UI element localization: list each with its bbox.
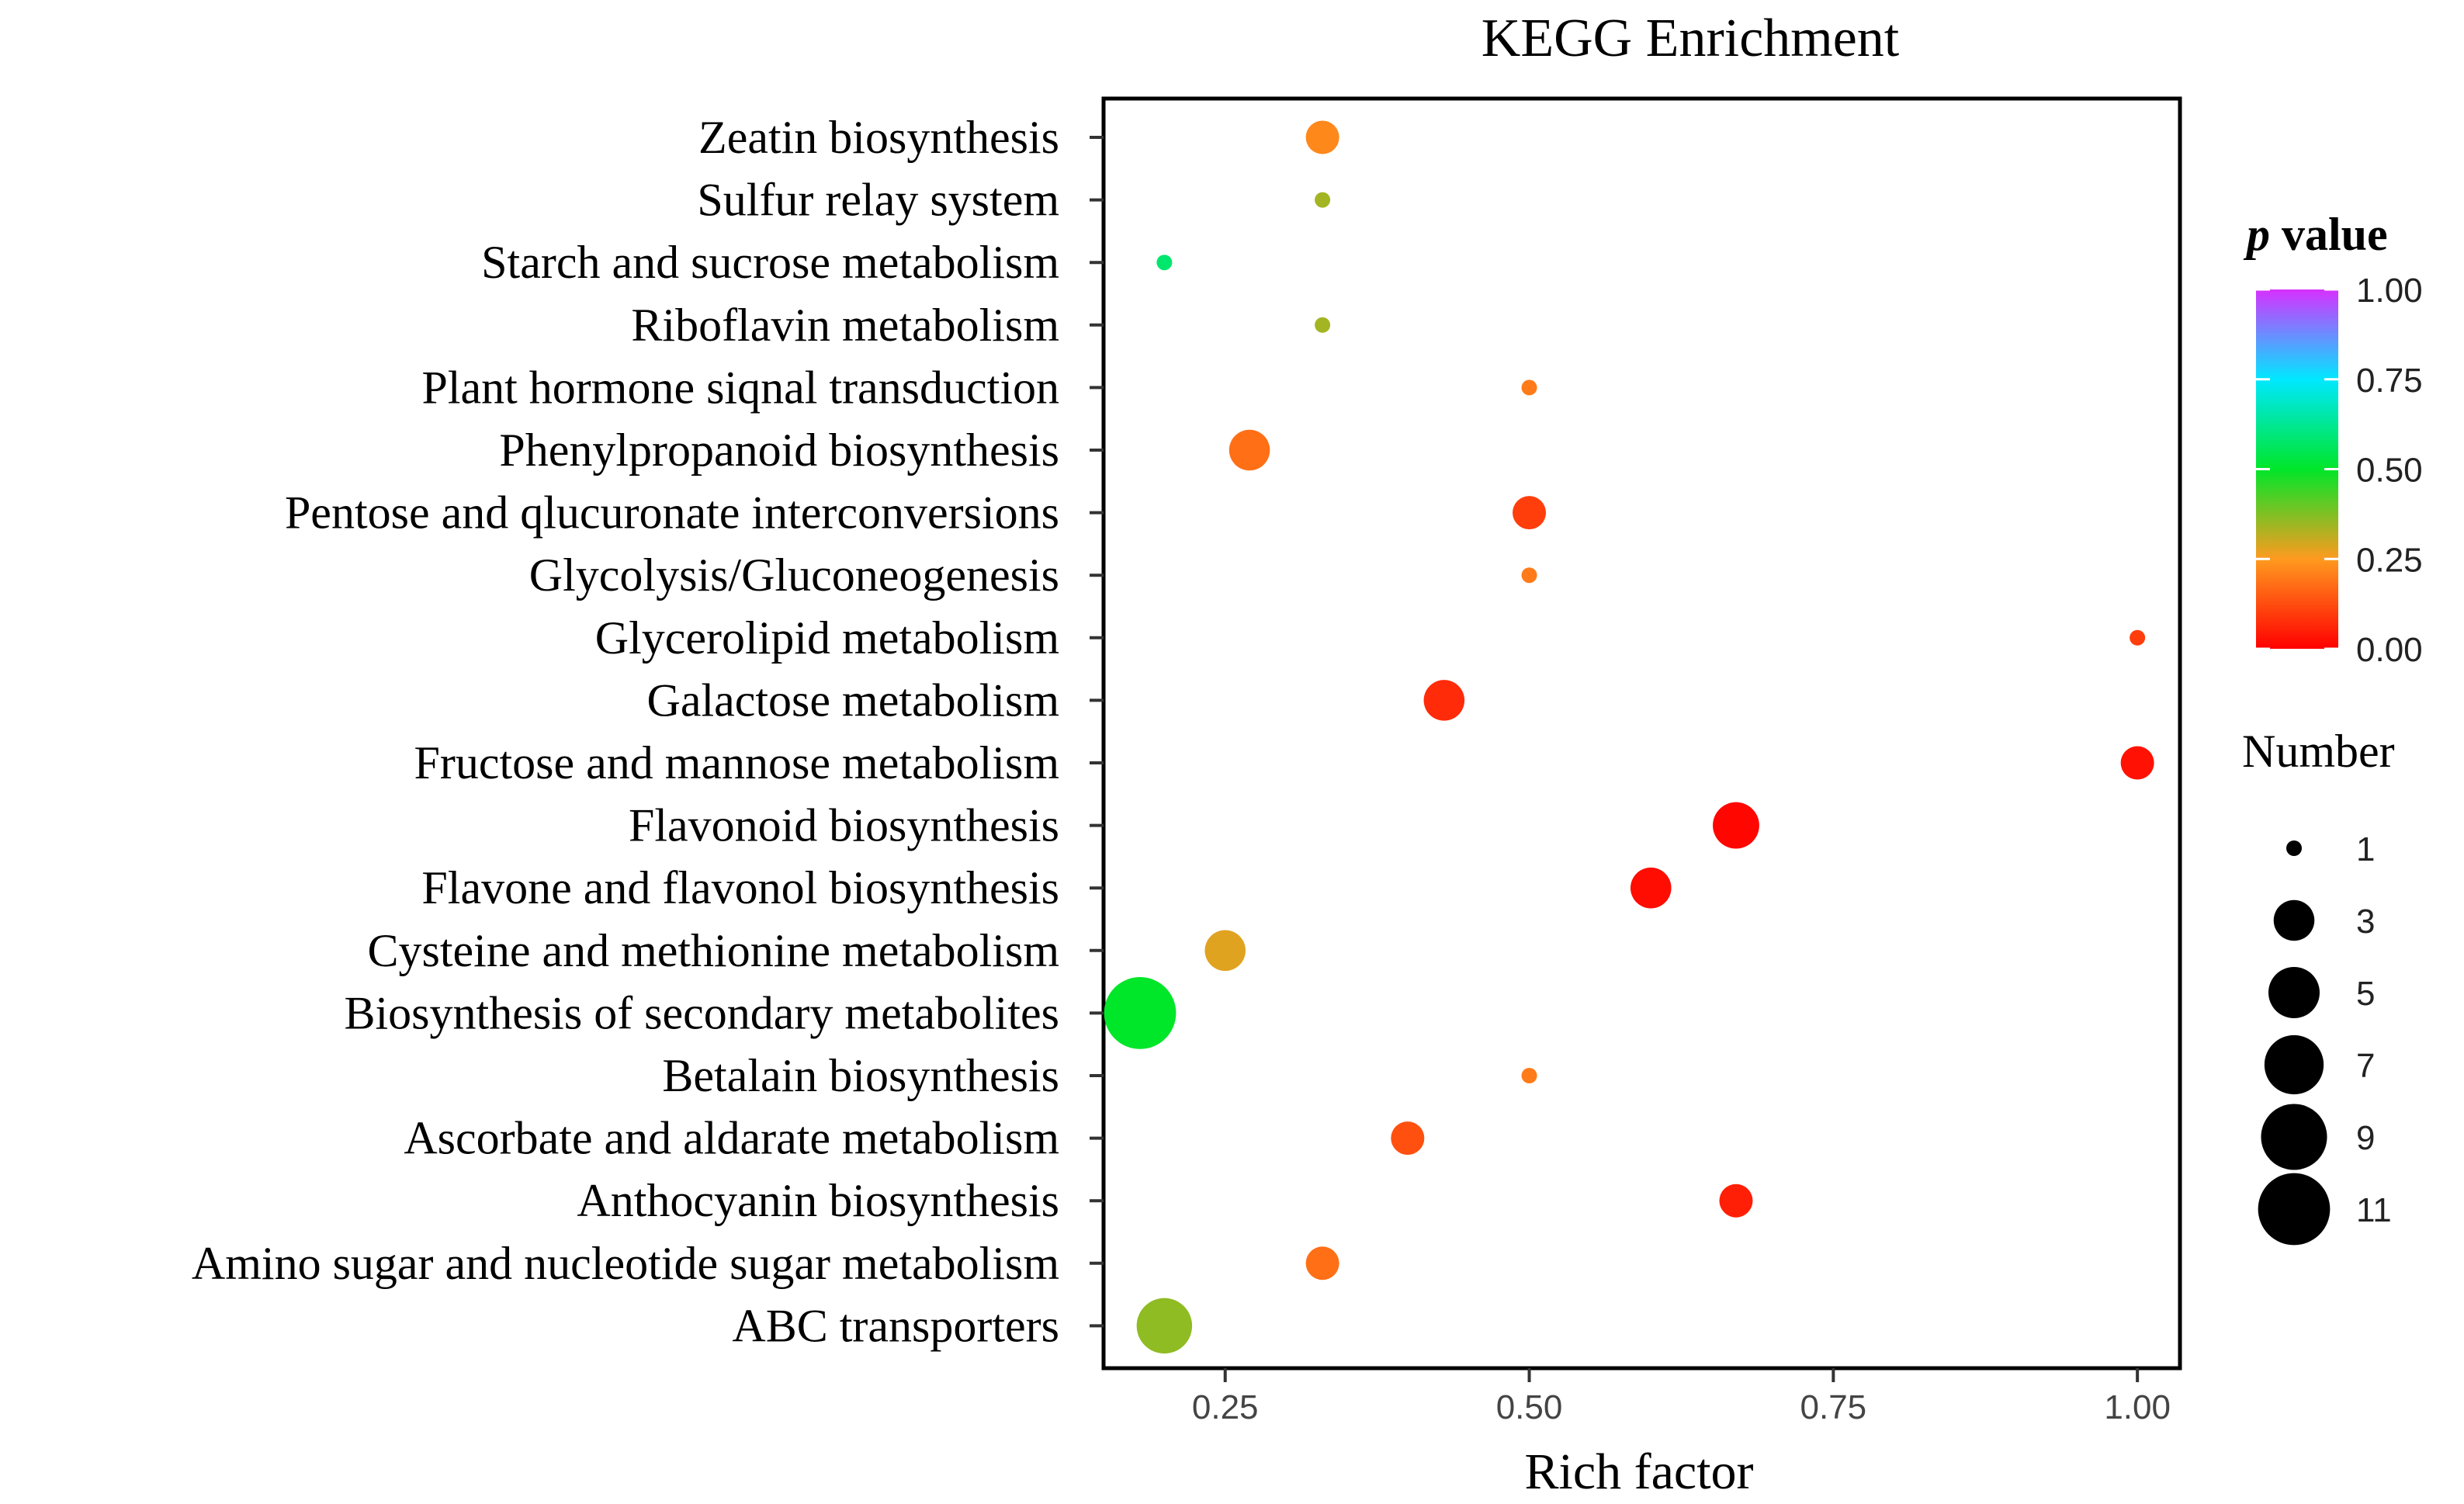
data-points (1104, 120, 2154, 1354)
p-value-legend-label: 1.00 (2356, 272, 2423, 310)
x-axis-ticks: 0.25 0.50 0.75 1.00 (1192, 1368, 2171, 1426)
y-tick-label: Riboflavin metabolism (631, 300, 1059, 351)
data-point (1136, 1298, 1193, 1354)
number-legend-key (2273, 899, 2315, 941)
y-tick-label: Plant hormone siqnal transduction (421, 362, 1059, 413)
x-tick-label: 0.75 (1800, 1388, 1867, 1426)
data-point (1521, 567, 1537, 584)
chart-title: KEGG Enrichment (1482, 9, 1900, 68)
y-tick-label: Starch and sucrose metabolism (481, 237, 1059, 288)
y-tick-label: Flavonoid biosynthesis (629, 800, 1059, 851)
p-value-legend: p value 1.00 0.75 0.50 0.25 0.00 (2243, 209, 2423, 669)
data-point (1391, 1121, 1425, 1156)
data-point (1204, 930, 1246, 972)
data-point (1315, 317, 1331, 333)
y-tick-label: Anthocyanin biosynthesis (577, 1175, 1059, 1226)
p-value-legend-title: p value (2243, 209, 2388, 260)
number-legend-label: 1 (2356, 830, 2375, 868)
plot-area (1101, 96, 2182, 1371)
y-tick-label: Ascorbate and aldarate metabolism (404, 1113, 1059, 1164)
y-tick-label: Fructose and mannose metabolism (414, 737, 1059, 788)
data-point (1513, 496, 1547, 530)
plot-panel (1101, 96, 2182, 1371)
y-tick-label: Biosynthesis of secondary metabolites (344, 987, 1059, 1038)
data-point (2130, 629, 2146, 646)
number-legend-label: 3 (2356, 903, 2375, 941)
number-legend-label: 9 (2356, 1119, 2375, 1157)
data-point (1713, 802, 1759, 849)
number-legend-key (2258, 1173, 2331, 1246)
number-legend-key (2264, 1034, 2324, 1095)
number-legend-title: Number (2242, 726, 2395, 777)
p-value-legend-label: 0.75 (2356, 362, 2423, 400)
data-point (1719, 1183, 1753, 1218)
y-tick-label: Phenylpropanoid biosynthesis (499, 425, 1059, 476)
number-legend-key (2261, 1104, 2327, 1170)
number-legend-key (2268, 967, 2320, 1018)
number-legend-label: 7 (2356, 1047, 2375, 1085)
x-axis-title: Rich factor (1524, 1443, 1753, 1500)
data-point (1315, 192, 1331, 208)
p-value-legend-label: 0.25 (2356, 541, 2423, 579)
number-legend-label: 5 (2356, 975, 2375, 1013)
y-tick-label: ABC transporters (732, 1300, 1059, 1351)
y-tick-label: Zeatin biosynthesis (698, 112, 1059, 163)
data-point (1305, 1246, 1339, 1280)
data-point (1521, 379, 1537, 396)
number-legend: Number 1 3 5 7 9 11 (2242, 726, 2395, 1246)
data-point (2120, 746, 2154, 780)
data-point (1305, 120, 1339, 154)
data-point (1104, 977, 1177, 1049)
y-tick-label: Betalain biosynthesis (662, 1050, 1059, 1101)
data-point (1630, 867, 1672, 909)
x-tick-label: 0.50 (1496, 1388, 1563, 1426)
number-legend-key (2286, 840, 2302, 856)
x-tick-label: 0.25 (1192, 1388, 1259, 1426)
number-legend-label: 11 (2356, 1191, 2392, 1229)
y-axis-labels: Zeatin biosynthesis Sulfur relay system St… (192, 112, 1059, 1351)
y-tick-label: Glycerolipid metabolism (595, 612, 1059, 664)
y-tick-label: Galactose metabolism (646, 674, 1059, 726)
p-value-legend-label: 0.50 (2356, 452, 2423, 490)
data-point (1521, 1068, 1537, 1083)
y-tick-label: Glycolysis/Gluconeogenesis (529, 549, 1059, 601)
p-value-legend-label: 0.00 (2356, 631, 2423, 669)
data-point (1156, 255, 1173, 271)
number-legend-keys: 1 3 5 7 9 11 (2258, 830, 2392, 1246)
y-axis-ticks (1090, 136, 1104, 1328)
x-tick-label: 1.00 (2104, 1388, 2171, 1426)
y-tick-label: Pentose and qlucuronate interconversions (285, 487, 1059, 539)
y-tick-label: Cysteine and methionine metabolism (367, 925, 1059, 976)
data-point (1423, 680, 1465, 721)
data-point (1229, 429, 1270, 471)
p-value-legend-ticks: 1.00 0.75 0.50 0.25 0.00 (2256, 272, 2423, 669)
y-tick-label: Sulfur relay system (697, 175, 1059, 226)
y-tick-label: Flavone and flavonol biosynthesis (421, 862, 1059, 913)
y-tick-label: Amino sugar and nucleotide sugar metabol… (192, 1238, 1059, 1289)
